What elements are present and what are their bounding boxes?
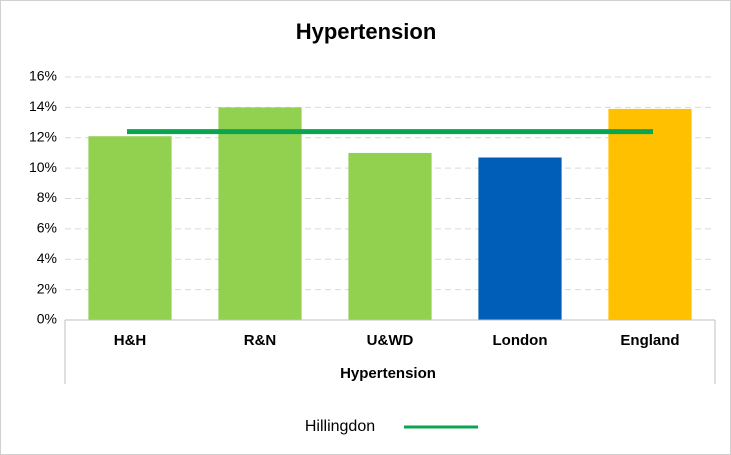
x-tick-label: H&H <box>114 332 147 349</box>
x-tick-label: U&WD <box>367 332 414 349</box>
x-axis-title: Hypertension <box>340 365 436 382</box>
bar <box>218 107 302 320</box>
legend-label: Hillingdon <box>305 418 375 435</box>
chart-title: Hypertension <box>296 19 437 44</box>
y-tick-label: 8% <box>37 189 57 205</box>
bar <box>348 152 432 320</box>
y-tick-label: 12% <box>29 128 57 144</box>
x-tick-label: London <box>493 332 548 349</box>
y-tick-label: 2% <box>37 280 57 296</box>
x-tick-label: England <box>620 332 679 349</box>
y-tick-label: 4% <box>37 250 57 266</box>
x-tick-label: R&N <box>244 332 277 349</box>
y-tick-label: 16% <box>29 68 57 84</box>
bar <box>478 157 562 320</box>
y-tick-label: 6% <box>37 220 57 236</box>
bar <box>88 136 172 320</box>
y-tick-label: 10% <box>29 159 57 175</box>
bar <box>608 108 692 320</box>
y-tick-label: 14% <box>29 98 57 114</box>
y-tick-label: 0% <box>37 311 57 327</box>
